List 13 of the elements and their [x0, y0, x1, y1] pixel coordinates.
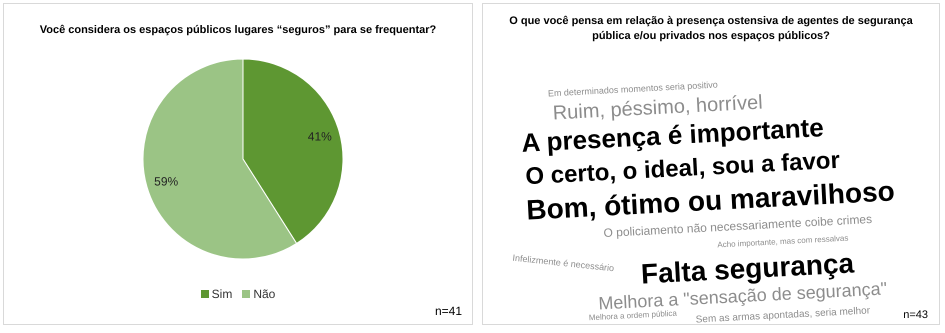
text: O que você pensa em relação à presença ostensiva de agentes de segurança pública e/ou privados nos espaços públicos? — [508, 14, 914, 44]
text: n=43 — [903, 309, 928, 321]
text: Em determinados momentos seria positivo — [548, 80, 718, 98]
text: Melhora a ordem pública — [588, 308, 678, 322]
text: n=41 — [434, 304, 462, 318]
data-label: 59% — [154, 174, 179, 188]
data-label: 41% — [308, 130, 332, 144]
legend-label: Sim — [210, 287, 232, 301]
text: Sem as armas apontadas, seria melhor — [695, 305, 871, 326]
text: Acho importante, mas com ressalvas — [717, 234, 849, 250]
legend-label: Não — [252, 287, 276, 301]
chart-title: Você considera os espaços públicos lugares “seguros” para se frequentar? — [38, 24, 438, 36]
text: Infelizmente é necessário — [512, 252, 615, 274]
